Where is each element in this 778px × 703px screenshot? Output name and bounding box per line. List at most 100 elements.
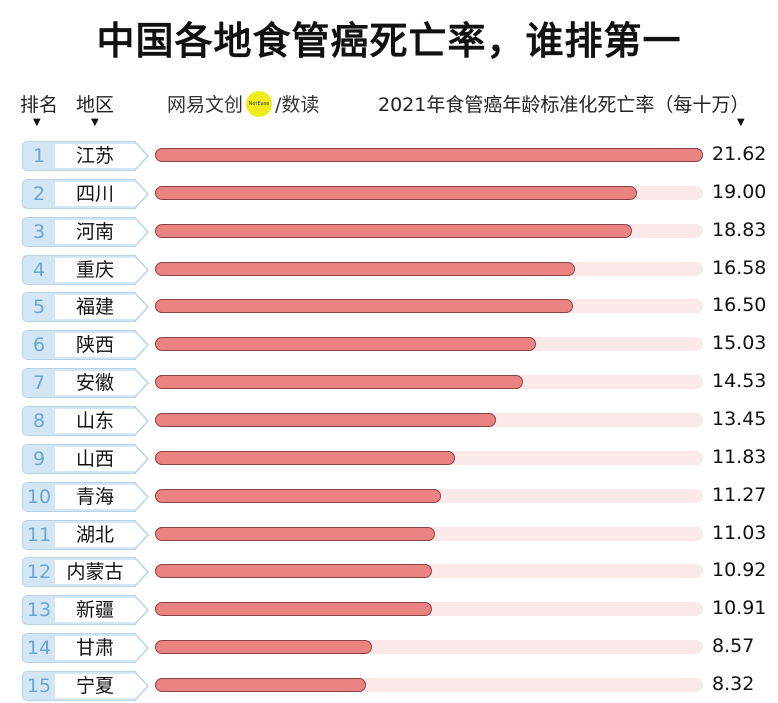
label-arrow-inner bbox=[135, 408, 147, 435]
rank-number: 4 bbox=[32, 258, 46, 281]
rank-number: 1 bbox=[32, 145, 46, 167]
rank-number: 15 bbox=[26, 675, 52, 698]
rank-number: 10 bbox=[26, 485, 52, 508]
rank-number: 6 bbox=[32, 334, 46, 357]
value-label: 11.83 bbox=[712, 445, 767, 468]
value-label: 13.45 bbox=[712, 408, 767, 431]
region-name: 湖北 bbox=[55, 522, 135, 547]
region-label-box: 8 山东 bbox=[22, 406, 149, 437]
value-label: 10.92 bbox=[712, 559, 767, 582]
label-arrow-inner bbox=[135, 294, 147, 321]
bar-row: 7 安徽 14.53 bbox=[0, 368, 778, 399]
bar-row: 13 新疆 10.91 bbox=[0, 595, 778, 626]
region-name: 福建 bbox=[55, 295, 135, 320]
bar bbox=[155, 185, 637, 200]
bar bbox=[155, 488, 441, 503]
bar bbox=[155, 564, 432, 579]
region-name: 山东 bbox=[55, 409, 135, 434]
region-name: 江苏 bbox=[55, 144, 135, 168]
label-arrow-inner bbox=[135, 218, 147, 245]
source-sub: /数读 bbox=[275, 94, 320, 116]
region-sort-triangle-icon: ▼ bbox=[91, 117, 99, 128]
rank-number: 9 bbox=[32, 447, 46, 470]
region-label-box: 14 甘肃 bbox=[22, 633, 149, 664]
region-label-box: 6 陕西 bbox=[22, 330, 149, 361]
bar-row: 2 四川 19.00 bbox=[0, 178, 778, 209]
rank-sort-triangle-icon: ▼ bbox=[33, 117, 41, 128]
label-arrow-inner bbox=[135, 673, 147, 700]
value-label: 11.03 bbox=[712, 521, 767, 544]
region-name: 青海 bbox=[55, 484, 135, 509]
region-label-box: 11 湖北 bbox=[22, 519, 149, 550]
region-name: 河南 bbox=[55, 219, 135, 244]
bar bbox=[155, 223, 632, 238]
bar bbox=[155, 640, 372, 655]
bar-row: 5 福建 16.50 bbox=[0, 292, 778, 323]
rank-number: 14 bbox=[26, 637, 52, 660]
label-arrow-inner bbox=[135, 597, 147, 624]
bar bbox=[155, 526, 435, 541]
value-label: 18.83 bbox=[712, 218, 767, 241]
label-arrow-inner bbox=[135, 483, 147, 510]
region-name: 山西 bbox=[55, 446, 135, 471]
region-label-box: 10 青海 bbox=[22, 481, 149, 512]
bar bbox=[155, 299, 573, 314]
bar-row: 4 重庆 16.58 bbox=[0, 254, 778, 285]
source-logo: 网易文创 NetEase /数读 bbox=[167, 90, 319, 117]
value-label: 16.50 bbox=[712, 294, 767, 317]
region-label-box: 3 河南 bbox=[22, 216, 149, 247]
region-name: 甘肃 bbox=[55, 636, 135, 661]
region-label-box: 4 重庆 bbox=[22, 254, 149, 285]
region-label-box: 7 安徽 bbox=[22, 368, 149, 399]
value-label: 15.03 bbox=[712, 332, 767, 355]
region-label-box: 2 四川 bbox=[22, 178, 149, 209]
bar bbox=[155, 337, 536, 352]
region-label-box: 13 新疆 bbox=[22, 595, 149, 626]
region-name: 重庆 bbox=[55, 257, 135, 282]
label-arrow-inner bbox=[135, 635, 147, 662]
value-label: 8.32 bbox=[712, 673, 755, 696]
rank-number: 3 bbox=[32, 220, 46, 243]
rank-number: 7 bbox=[32, 372, 46, 395]
bar-row: 10 青海 11.27 bbox=[0, 481, 778, 512]
value-sort-triangle-icon: ▼ bbox=[737, 117, 745, 128]
bar bbox=[155, 413, 496, 428]
bar-row: 12 内蒙古 10.92 bbox=[0, 557, 778, 588]
region-name: 新疆 bbox=[55, 598, 135, 623]
value-label: 8.57 bbox=[712, 635, 755, 658]
value-label: 11.27 bbox=[712, 483, 767, 506]
rank-header: 排名 bbox=[20, 94, 59, 116]
region-name: 宁夏 bbox=[55, 674, 135, 699]
region-label-box: 1 江苏 bbox=[22, 141, 149, 171]
value-label: 19.00 bbox=[712, 180, 767, 203]
region-label-box: 12 内蒙古 bbox=[22, 557, 149, 588]
bar bbox=[155, 602, 432, 617]
label-arrow-inner bbox=[135, 143, 147, 169]
label-arrow-inner bbox=[135, 332, 147, 359]
region-name: 内蒙古 bbox=[55, 560, 135, 585]
bar-row: 11 湖北 11.03 bbox=[0, 519, 778, 550]
bar-row: 14 甘肃 8.57 bbox=[0, 633, 778, 664]
bar-row: 6 陕西 15.03 bbox=[0, 330, 778, 361]
netease-badge: NetEase bbox=[246, 90, 273, 117]
bar-row: 9 山西 11.83 bbox=[0, 443, 778, 474]
region-header: 地区 bbox=[76, 94, 115, 116]
region-label-box: 5 福建 bbox=[22, 292, 149, 323]
value-label: 16.58 bbox=[712, 256, 767, 279]
rank-number: 5 bbox=[32, 296, 46, 319]
rank-number: 11 bbox=[26, 523, 52, 546]
source-brand: 网易文创 bbox=[167, 94, 244, 116]
rank-number: 13 bbox=[26, 599, 52, 622]
bar-row: 3 河南 18.83 bbox=[0, 216, 778, 247]
bar-row: 1 江苏 21.62 bbox=[0, 141, 778, 171]
bar-row: 8 山东 13.45 bbox=[0, 406, 778, 437]
rank-number: 2 bbox=[32, 182, 46, 205]
bar-row: 15 宁夏 8.32 bbox=[0, 671, 778, 702]
value-label: 14.53 bbox=[712, 370, 767, 393]
region-name: 安徽 bbox=[55, 371, 135, 396]
label-arrow-inner bbox=[135, 445, 147, 472]
rank-number: 8 bbox=[32, 410, 46, 433]
region-label-box: 9 山西 bbox=[22, 443, 149, 474]
region-name: 陕西 bbox=[55, 333, 135, 358]
